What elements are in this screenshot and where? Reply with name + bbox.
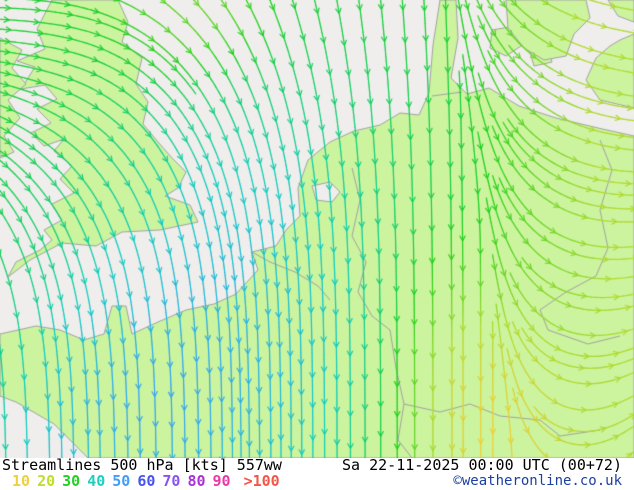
streamline-map (0, 0, 634, 458)
speed-scale-value: 10 (12, 472, 31, 490)
speed-scale-value: 50 (112, 472, 131, 490)
streamline-map-canvas (0, 0, 634, 458)
speed-scale: 10 20 30 40 50 60 70 80 90 >100 (12, 473, 287, 489)
credit-link[interactable]: ©weatheronline.co.uk (453, 473, 622, 489)
speed-scale-value: 40 (87, 472, 106, 490)
map-title: Streamlines 500 hPa [kts] 557ww (2, 456, 282, 474)
map-datetime: Sa 22-11-2025 00:00 UTC (00+72) (342, 456, 622, 474)
legend-row-2: 10 20 30 40 50 60 70 80 90 >100 ©weatheronline.co… (12, 473, 622, 489)
speed-scale-value: 80 (187, 472, 206, 490)
speed-scale-value: 60 (137, 472, 156, 490)
speed-scale-value: 30 (62, 472, 81, 490)
speed-scale-value: >100 (243, 472, 280, 490)
speed-scale-value: 20 (37, 472, 56, 490)
speed-scale-value: 90 (212, 472, 231, 490)
speed-scale-value: 70 (162, 472, 181, 490)
legend-bar: Streamlines 500 hPa [kts] 557ww Sa 22-11… (0, 458, 634, 490)
legend-row-1: Streamlines 500 hPa [kts] 557ww Sa 22-11… (2, 458, 622, 473)
